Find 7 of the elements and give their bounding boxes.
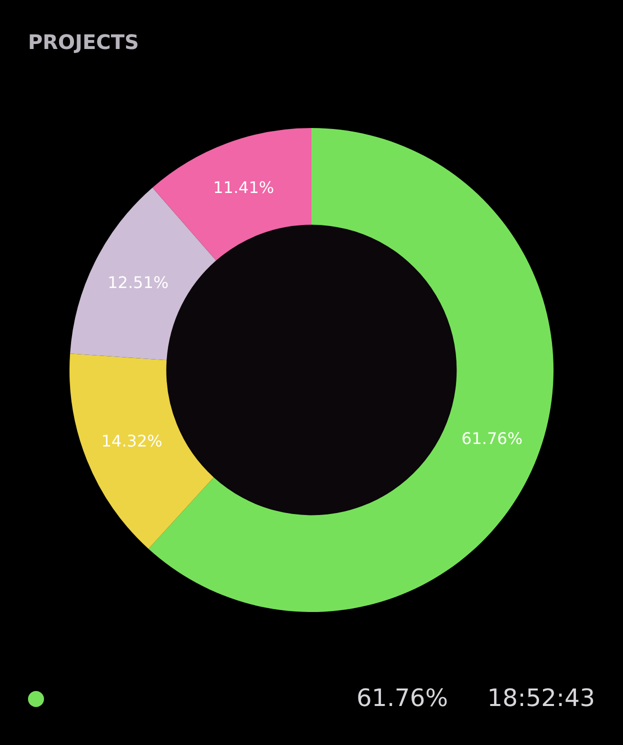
- text: 18:52:43: [487, 684, 595, 712]
- data-label: 11.41%: [213, 178, 274, 197]
- data-label: 12.51%: [108, 273, 169, 292]
- data-label: 14.32%: [101, 431, 162, 450]
- text: 61.76%: [356, 684, 448, 712]
- data-label: 61.76%: [462, 429, 523, 448]
- chart-title: PROJECTS: [28, 30, 139, 54]
